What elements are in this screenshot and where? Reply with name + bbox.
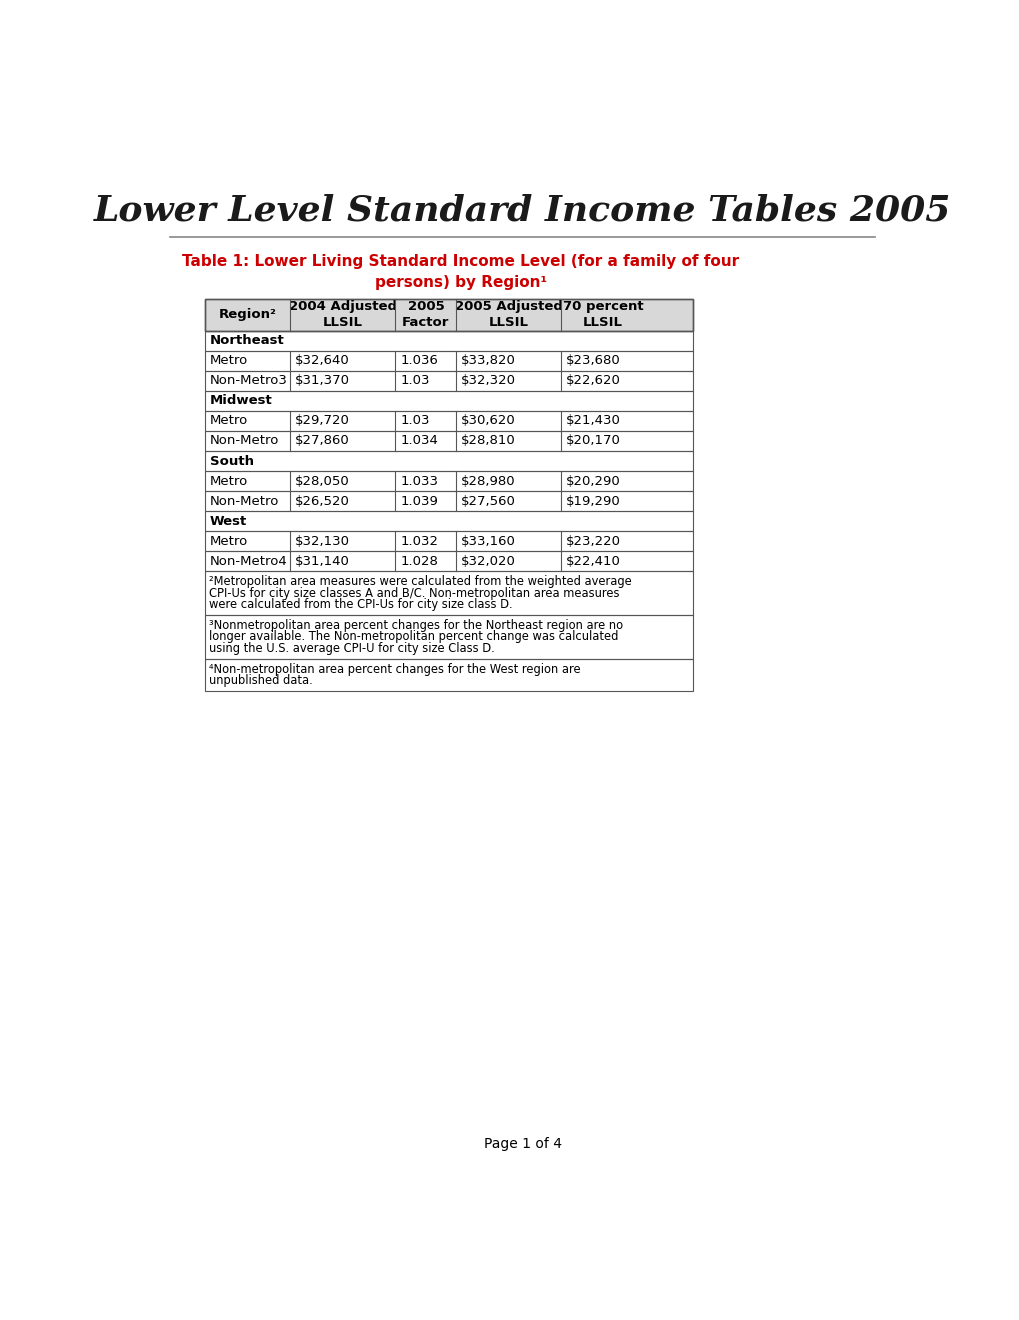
Text: $32,640: $32,640 [294,354,350,367]
Bar [205,391,693,411]
Bar [205,430,693,451]
Text: Non-Metro: Non-Metro [210,434,279,447]
Text: 2005
Factor: 2005 Factor [401,300,449,329]
Text: unpublished data.: unpublished data. [209,675,312,688]
Text: $28,050: $28,050 [294,474,350,487]
Text: $31,140: $31,140 [294,554,350,568]
Bar [205,451,693,471]
Text: $26,520: $26,520 [294,495,350,508]
Text: $33,160: $33,160 [461,535,516,548]
Text: $31,370: $31,370 [294,375,350,388]
Bar [205,331,693,351]
Text: $22,620: $22,620 [566,375,621,388]
Bar [205,411,693,430]
Text: Table 1: Lower Living Standard Income Level (for a family of four
persons) by Re: Table 1: Lower Living Standard Income Le… [182,255,739,290]
Text: Metro: Metro [210,354,248,367]
Text: 1.036: 1.036 [399,354,437,367]
Text: using the U.S. average CPI-U for city size Class D.: using the U.S. average CPI-U for city si… [209,642,494,655]
Text: $23,220: $23,220 [566,535,621,548]
Text: $20,170: $20,170 [566,434,621,447]
Bar [205,531,693,552]
Text: 1.034: 1.034 [399,434,437,447]
Text: CPI-Us for city size classes A and B/C. Non-metropolitan area measures: CPI-Us for city size classes A and B/C. … [209,586,619,599]
Bar [205,371,693,391]
Text: $27,860: $27,860 [294,434,350,447]
Text: $33,820: $33,820 [461,354,516,367]
Text: Non-Metro3: Non-Metro3 [210,375,287,388]
Text: ²Metropolitan area measures were calculated from the weighted average: ²Metropolitan area measures were calcula… [209,576,631,587]
Text: $30,620: $30,620 [461,414,516,428]
Bar [205,491,693,511]
Text: 1.032: 1.032 [399,535,437,548]
Text: South: South [210,454,254,467]
Text: 2004 Adjusted
LLSIL: 2004 Adjusted LLSIL [288,300,396,329]
Text: $23,680: $23,680 [566,354,621,367]
Text: 1.039: 1.039 [399,495,437,508]
Text: Metro: Metro [210,414,248,428]
Text: Northeast: Northeast [210,334,284,347]
Text: Page 1 of 4: Page 1 of 4 [483,1137,561,1151]
Text: Metro: Metro [210,474,248,487]
Text: were calculated from the CPI-Us for city size class D.: were calculated from the CPI-Us for city… [209,598,512,611]
Text: 1.03: 1.03 [399,375,429,388]
Text: ⁴Non-metropolitan area percent changes for the West region are: ⁴Non-metropolitan area percent changes f… [209,663,580,676]
Text: Non-Metro4: Non-Metro4 [210,554,287,568]
Bar [205,615,693,659]
Bar [205,298,693,331]
Text: 1.03: 1.03 [399,414,429,428]
Bar [205,552,693,572]
Text: Metro: Metro [210,535,248,548]
Text: $32,320: $32,320 [461,375,516,388]
Text: West: West [210,515,247,528]
Bar [205,659,693,692]
Text: $21,430: $21,430 [566,414,621,428]
Text: Midwest: Midwest [210,395,272,408]
Text: longer available. The Non-metropolitan percent change was calculated: longer available. The Non-metropolitan p… [209,631,618,643]
Text: 1.033: 1.033 [399,474,437,487]
Text: $32,020: $32,020 [461,554,516,568]
Text: $20,290: $20,290 [566,474,621,487]
Text: $29,720: $29,720 [294,414,350,428]
Bar [205,511,693,531]
Text: $19,290: $19,290 [566,495,621,508]
Text: 1.028: 1.028 [399,554,437,568]
Bar [205,572,693,615]
Text: 70 percent
LLSIL: 70 percent LLSIL [562,300,643,329]
Text: $27,560: $27,560 [461,495,516,508]
Bar [205,298,693,331]
Bar [205,351,693,371]
Text: $28,980: $28,980 [461,474,516,487]
Text: Region²: Region² [218,308,276,321]
Text: $32,130: $32,130 [294,535,350,548]
Text: $22,410: $22,410 [566,554,621,568]
Text: Non-Metro: Non-Metro [210,495,279,508]
Bar [205,471,693,491]
Text: $28,810: $28,810 [461,434,516,447]
Text: Lower Level Standard Income Tables 2005: Lower Level Standard Income Tables 2005 [94,194,951,228]
Text: ³Nonmetropolitan area percent changes for the Northeast region are no: ³Nonmetropolitan area percent changes fo… [209,619,623,632]
Text: 2005 Adjusted
LLSIL: 2005 Adjusted LLSIL [454,300,562,329]
